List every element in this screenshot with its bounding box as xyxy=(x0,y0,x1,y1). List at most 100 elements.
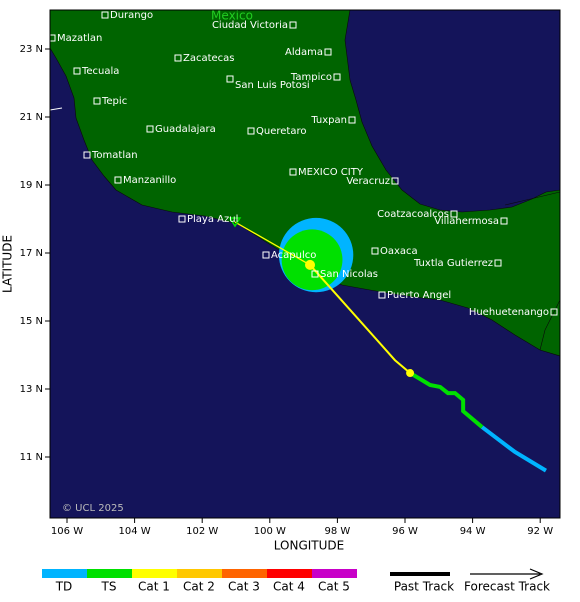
past-track xyxy=(409,371,484,429)
legend-swatch xyxy=(42,569,87,578)
legend-label: TS xyxy=(101,580,117,594)
city-label: Manzanillo xyxy=(123,175,176,186)
city-label: Tampico xyxy=(290,72,332,83)
map-frame xyxy=(49,9,561,519)
legend-swatch xyxy=(132,569,177,578)
city-marker xyxy=(114,176,122,184)
storm-layer xyxy=(228,217,547,473)
city-label: Coatzacoalcos xyxy=(377,209,449,220)
x-tick-label: 100 W xyxy=(254,526,286,537)
y-tick-label: 19 N xyxy=(20,180,43,191)
city-marker xyxy=(391,177,399,185)
forecast-arrow xyxy=(529,568,544,580)
copyright: © UCL 2025 xyxy=(62,503,124,514)
city-marker xyxy=(550,308,558,316)
forecast-track-label: Forecast Track xyxy=(464,580,550,594)
legend-label: Cat 2 xyxy=(183,580,215,594)
legend-label: Cat 1 xyxy=(138,580,170,594)
city-label: San Nicolas xyxy=(320,269,378,280)
city-label: Ciudad Victoria xyxy=(212,20,288,31)
border xyxy=(539,299,560,351)
city-marker xyxy=(289,168,297,176)
city-marker xyxy=(226,75,234,83)
city-label: San Luis Potosi xyxy=(235,80,310,91)
city-label: Mazatlan xyxy=(57,33,102,44)
y-tick-label: 11 N xyxy=(20,452,43,463)
axes: 106 W 104 W 102 W 100 W 98 W 96 W 94 W 92 W 23 N… xyxy=(20,44,554,537)
city-label: Tecuala xyxy=(81,66,119,77)
past-track xyxy=(480,425,547,473)
city-marker xyxy=(450,210,458,218)
x-axis-title: LONGITUDE xyxy=(274,539,344,553)
legend: TD TS Cat 1 Cat 2 Cat 3 Cat 4 Cat 5 xyxy=(42,569,357,594)
legend-label: Cat 3 xyxy=(228,580,260,594)
past-track-label: Past Track xyxy=(394,580,454,594)
city-marker xyxy=(289,21,297,29)
city-label: Huehuetenango xyxy=(469,307,549,318)
city-marker xyxy=(73,67,81,75)
x-tick-label: 98 W xyxy=(325,526,351,537)
y-tick-label: 15 N xyxy=(20,316,43,327)
legend-swatch xyxy=(222,569,267,578)
legend-swatch xyxy=(177,569,222,578)
city-label: Tomatlan xyxy=(91,150,138,161)
city-marker xyxy=(262,251,270,259)
y-tick-label: 13 N xyxy=(20,384,43,395)
y-tick-label: 21 N xyxy=(20,112,43,123)
city-marker xyxy=(348,116,356,124)
past-point xyxy=(406,369,415,378)
city-marker xyxy=(333,73,341,81)
city-label: Playa Azul xyxy=(187,214,238,225)
city-label: Tepic xyxy=(101,96,127,107)
legend-label: TD xyxy=(55,580,73,594)
city-marker xyxy=(178,215,186,223)
legend-label: Cat 4 xyxy=(273,580,305,594)
city-label: Puerto Angel xyxy=(387,290,451,301)
land xyxy=(50,10,560,357)
city-marker xyxy=(93,97,101,105)
current-position xyxy=(305,259,316,270)
y-tick-label: 17 N xyxy=(20,248,43,259)
legend-swatch xyxy=(87,569,132,578)
legend-swatch xyxy=(312,569,357,578)
city-label: Durango xyxy=(110,10,153,21)
island xyxy=(50,107,63,111)
city-marker xyxy=(500,217,508,225)
city-marker xyxy=(174,54,182,62)
city-marker xyxy=(378,291,386,299)
city-label: Queretaro xyxy=(256,126,306,137)
city-marker xyxy=(371,247,379,255)
wind-radius xyxy=(281,229,343,291)
city-marker xyxy=(324,48,332,56)
city-label: Tuxpan xyxy=(310,115,347,126)
legend-label: Cat 5 xyxy=(318,580,350,594)
past-track xyxy=(309,264,411,374)
x-tick-label: 104 W xyxy=(119,526,151,537)
city-label: MEXICO CITY xyxy=(298,167,364,178)
country-label: Mexico xyxy=(211,9,253,23)
city-marker xyxy=(146,125,154,133)
city-label: Veracruz xyxy=(346,176,390,187)
city-marker xyxy=(83,151,91,159)
city-label: Zacatecas xyxy=(183,53,235,64)
city-label: Acapulco xyxy=(271,250,316,261)
forecast-track xyxy=(234,221,311,266)
cities: Durango Ciudad Victoria Mazatlan Zacatecas A… xyxy=(50,9,558,318)
legend-swatch xyxy=(267,569,312,578)
x-tick-label: 102 W xyxy=(186,526,218,537)
city-label: Aldama xyxy=(285,47,323,58)
x-tick-label: 106 W xyxy=(51,526,83,537)
city-marker xyxy=(247,127,255,135)
city-label: Tuxtla Gutierrez xyxy=(413,258,493,269)
city-label: Villahermosa xyxy=(434,216,499,227)
x-tick-label: 94 W xyxy=(460,526,486,537)
city-marker xyxy=(101,11,109,19)
city-marker xyxy=(494,259,502,267)
y-axis-title: LATITUDE xyxy=(1,235,15,293)
border xyxy=(504,191,560,206)
y-tick-label: 23 N xyxy=(20,44,43,55)
city-marker xyxy=(50,34,56,42)
x-tick-label: 92 W xyxy=(527,526,553,537)
